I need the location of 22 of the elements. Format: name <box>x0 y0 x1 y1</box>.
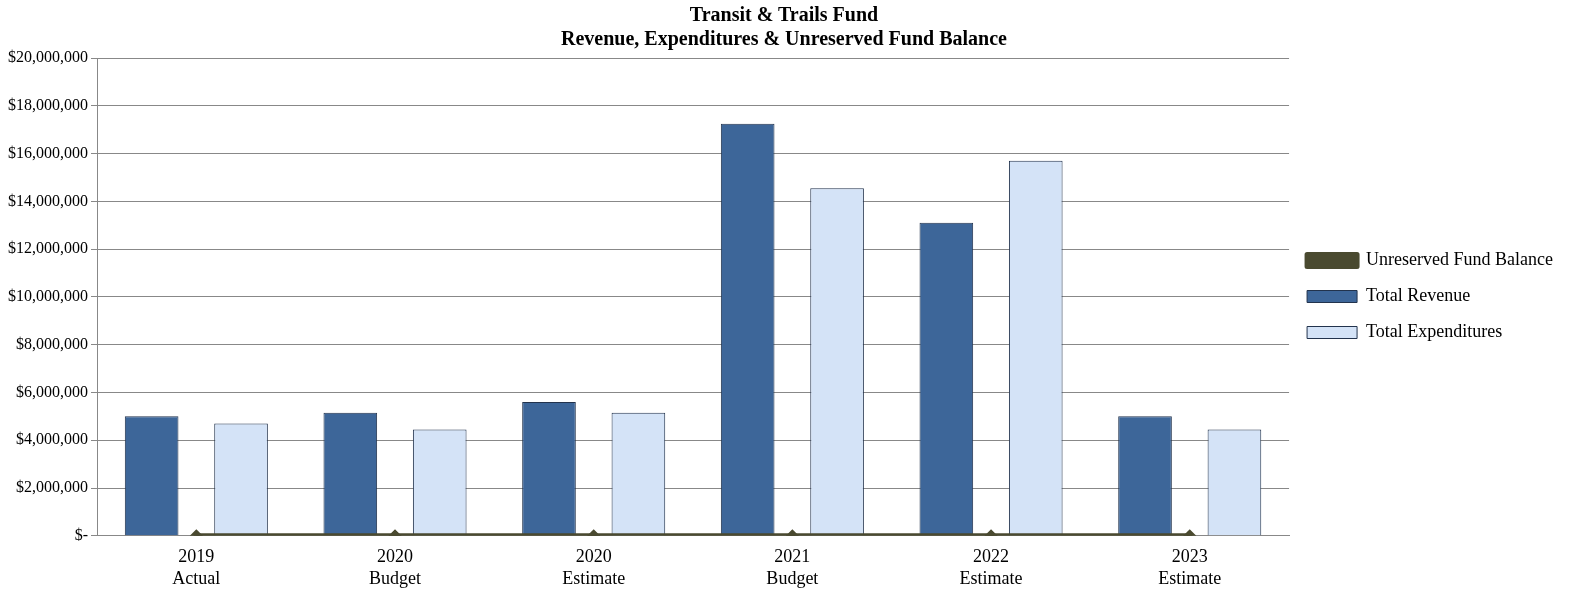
x-tick-label: 2020 Budget <box>369 546 422 588</box>
x-tick-label: 2021 Budget <box>766 546 819 588</box>
y-tick-label: $4,000,000 <box>16 430 88 448</box>
y-tick-label: $2,000,000 <box>16 478 88 496</box>
y-tick-label: $18,000,000 <box>8 95 88 113</box>
y-tick-label: $6,000,000 <box>16 382 88 400</box>
y-tick-label: $8,000,000 <box>16 334 88 352</box>
legend-label: Total Revenue <box>1366 285 1471 306</box>
x-tick-label: 2019 Actual <box>172 546 221 588</box>
y-tick-label: $20,000,000 <box>8 48 88 66</box>
y-tick-label: $16,000,000 <box>8 143 88 161</box>
chart-title: Transit & Trails Fund <box>689 3 879 26</box>
x-tick-label: 2023 Estimate <box>1158 546 1222 588</box>
y-tick-label: $10,000,000 <box>8 287 88 305</box>
legend-label: Unreserved Fund Balance <box>1366 249 1554 270</box>
x-tick-label: 2020 Estimate <box>562 546 626 588</box>
legend-label: Total Expenditures <box>1366 321 1503 342</box>
x-tick-label: 2022 Estimate <box>959 546 1023 588</box>
y-tick-label: $12,000,000 <box>8 239 88 257</box>
y-tick-label: $14,000,000 <box>8 191 88 209</box>
y-tick-label: $- <box>74 526 88 543</box>
chart-subtitle: Revenue, Expenditures & Unreserved Fund Balance <box>561 27 1008 51</box>
